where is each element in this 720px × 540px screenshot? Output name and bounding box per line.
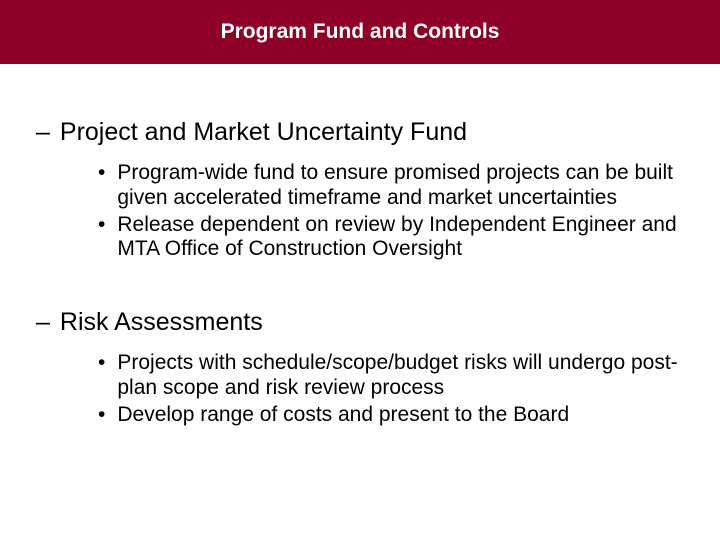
dash-icon: – (34, 118, 50, 147)
section-1: – Project and Market Uncertainty Fund • … (34, 118, 686, 262)
bullet-text: Projects with schedule/scope/budget risk… (117, 351, 686, 401)
section-heading-text: Risk Assessments (60, 308, 263, 337)
bullet-icon: • (98, 351, 105, 376)
dash-icon: – (34, 308, 50, 337)
section-heading-text: Project and Market Uncertainty Fund (60, 118, 467, 147)
bullet-list: • Projects with schedule/scope/budget ri… (34, 351, 686, 427)
title-bar: Program Fund and Controls (0, 0, 720, 64)
bullet-icon: • (98, 403, 105, 428)
list-item: • Release dependent on review by Indepen… (98, 213, 686, 263)
section-heading: – Project and Market Uncertainty Fund (34, 118, 686, 147)
bullet-icon: • (98, 213, 105, 238)
list-item: • Program-wide fund to ensure promised p… (98, 161, 686, 211)
bullet-text: Develop range of costs and present to th… (117, 403, 686, 428)
bullet-text: Release dependent on review by Independe… (117, 213, 686, 263)
bullet-icon: • (98, 161, 105, 186)
list-item: • Projects with schedule/scope/budget ri… (98, 351, 686, 401)
section-heading: – Risk Assessments (34, 308, 686, 337)
section-2: – Risk Assessments • Projects with sched… (34, 308, 686, 427)
bullet-list: • Program-wide fund to ensure promised p… (34, 161, 686, 262)
bullet-text: Program-wide fund to ensure promised pro… (117, 161, 686, 211)
slide: { "colors": { "title_bg": "#8f0129", "ti… (0, 0, 720, 540)
slide-content: – Project and Market Uncertainty Fund • … (0, 118, 720, 427)
list-item: • Develop range of costs and present to … (98, 403, 686, 428)
slide-title: Program Fund and Controls (221, 20, 500, 44)
